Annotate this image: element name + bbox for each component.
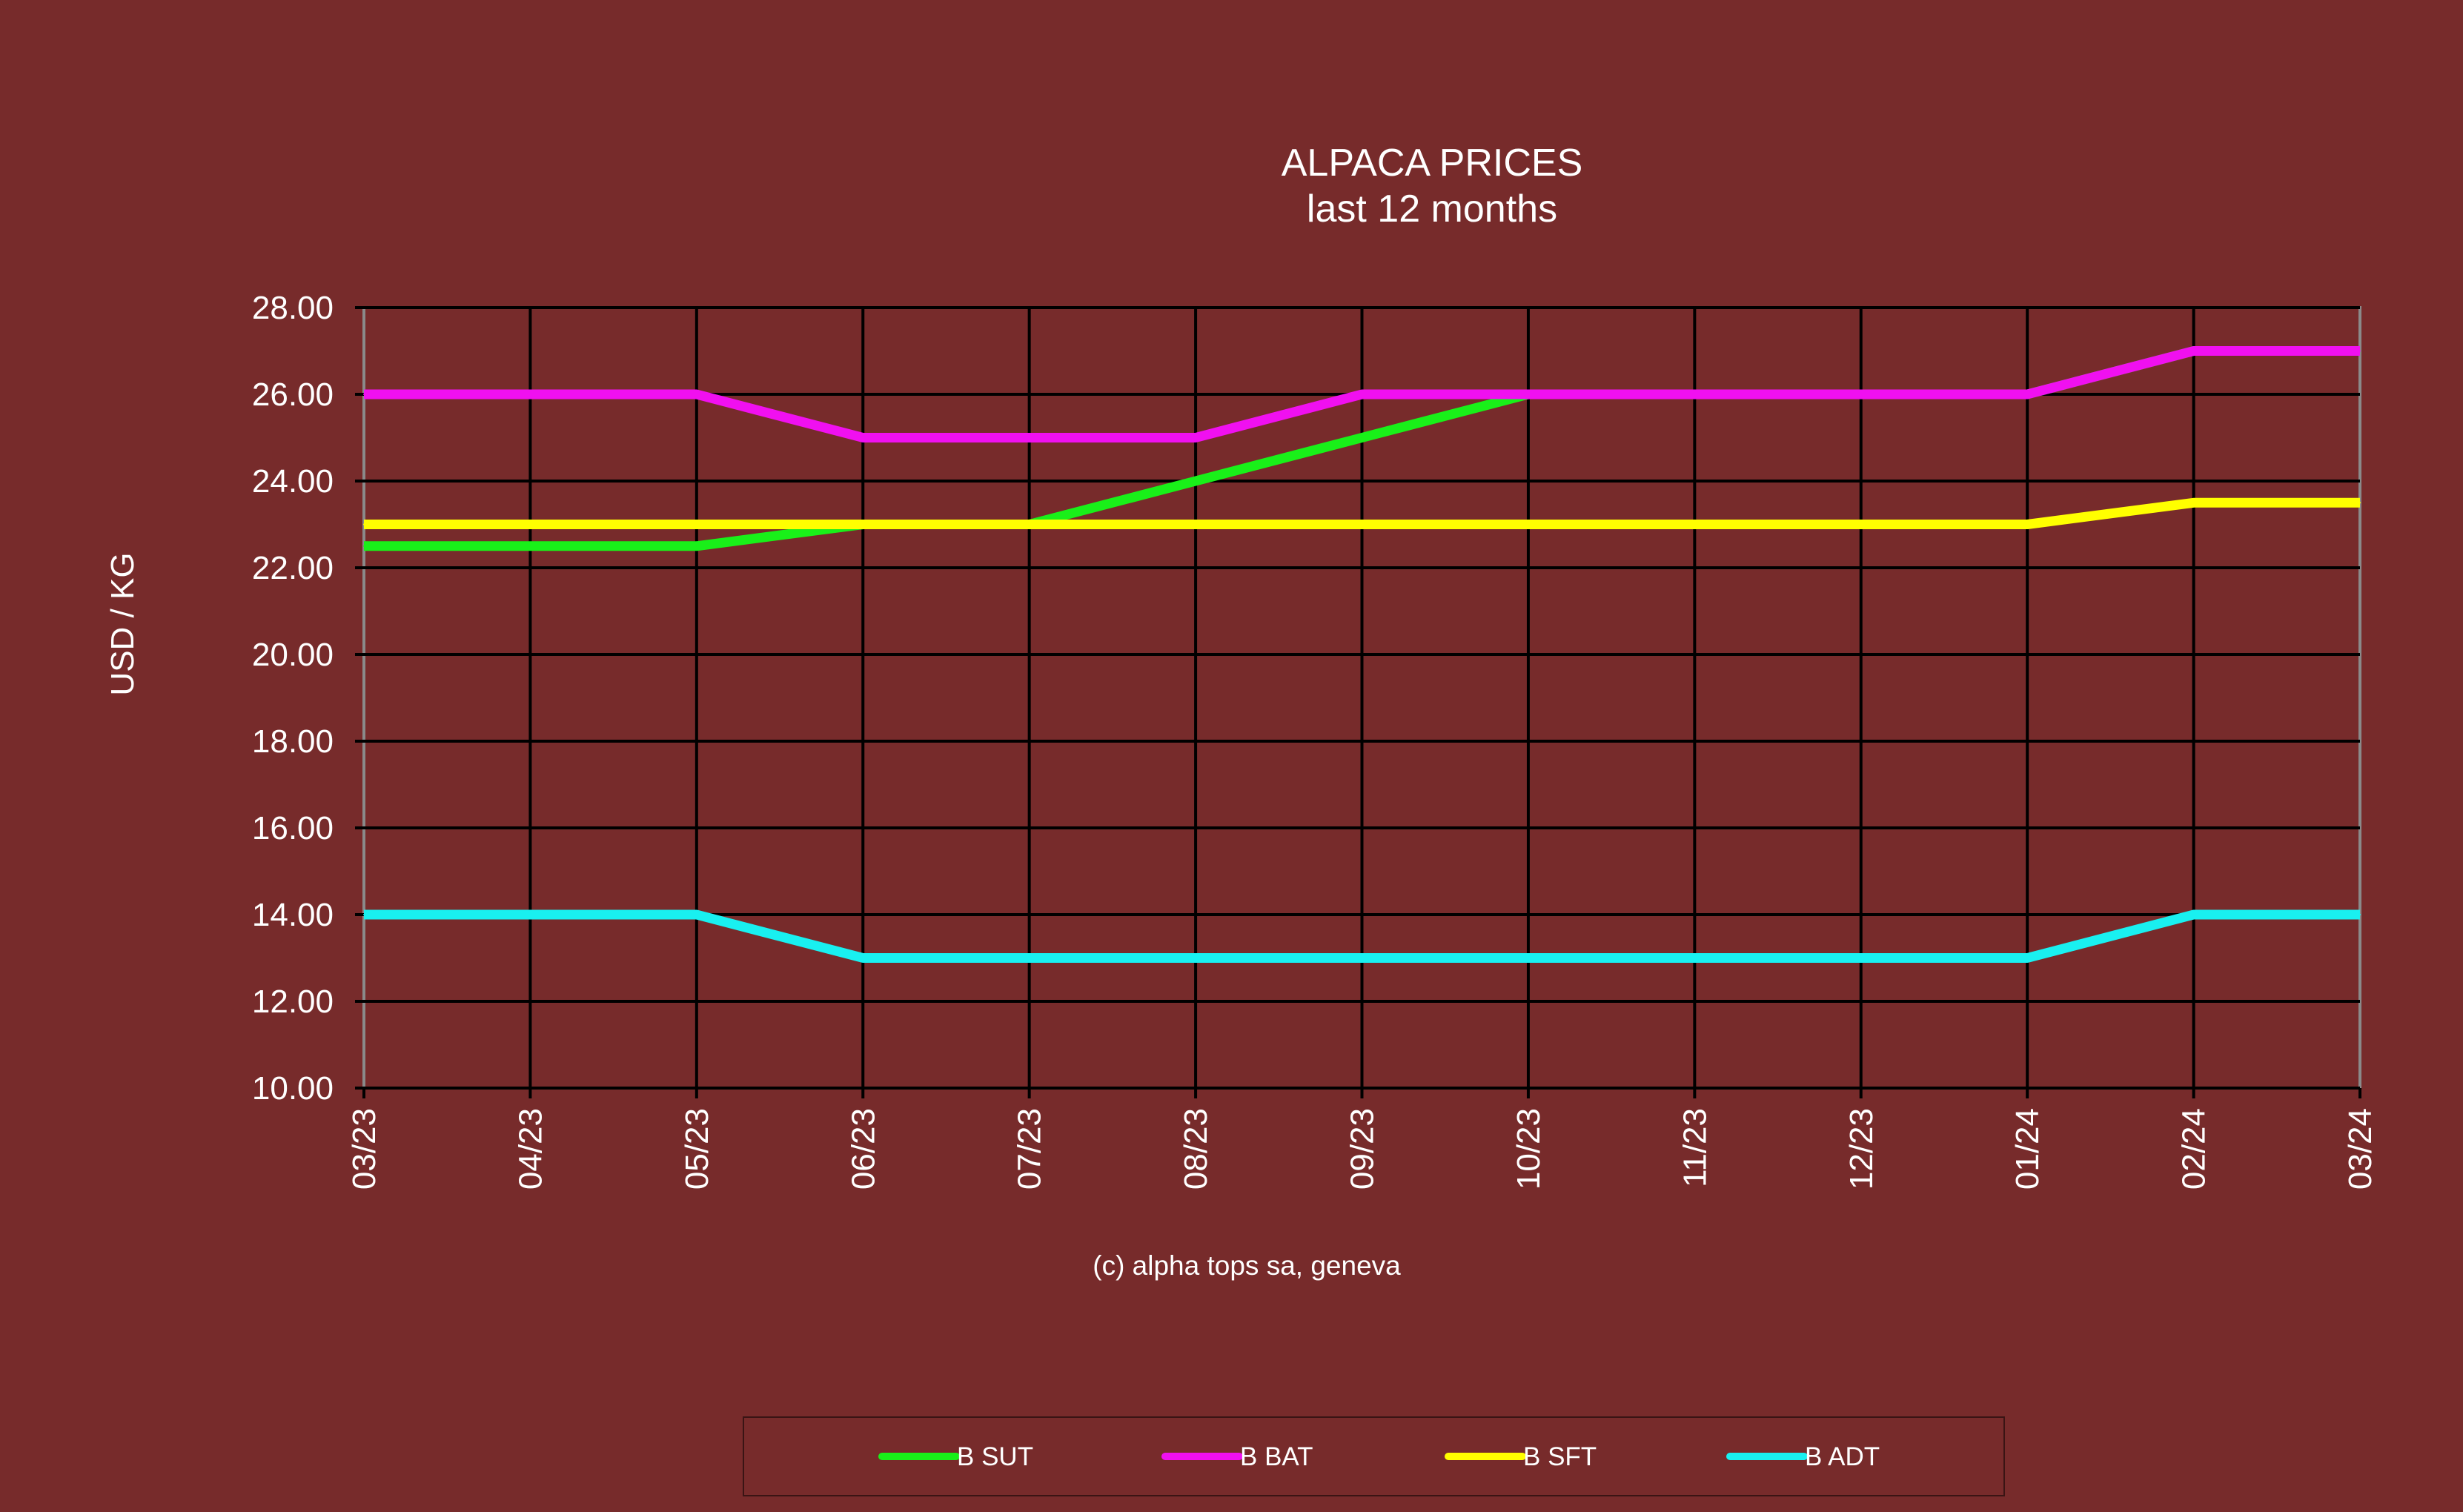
data-point	[1860, 523, 1862, 525]
copyright-footer: (c) alpha tops sa, geneva	[1093, 1250, 1401, 1281]
data-point	[1195, 437, 1197, 439]
y-tick-label: 28.00	[252, 290, 334, 326]
y-axis-ticks: 10.00 12.00 14.00 16.00 18.00 20.00 22.00 24.00…	[252, 290, 364, 1107]
data-point	[2192, 502, 2195, 504]
data-point	[862, 437, 864, 439]
x-tick-label: 07/23	[1012, 1108, 1048, 1190]
data-point	[529, 545, 531, 547]
data-point	[2026, 957, 2029, 959]
data-point	[1028, 523, 1030, 525]
data-point	[2026, 523, 2029, 525]
data-point	[2359, 914, 2361, 915]
x-tick-label: 06/23	[845, 1108, 881, 1190]
x-tick-label: 01/24	[2009, 1108, 2046, 1190]
data-point	[1860, 394, 1862, 395]
data-point	[862, 957, 864, 959]
data-point	[695, 545, 697, 547]
x-tick-label: 02/24	[2176, 1108, 2212, 1190]
data-point	[695, 914, 697, 915]
series-lines	[363, 346, 2361, 963]
data-point	[363, 914, 365, 915]
data-point	[529, 394, 531, 395]
x-tick-label: 09/23	[1345, 1108, 1381, 1190]
y-tick-label: 10.00	[252, 1070, 334, 1107]
data-point	[1694, 957, 1696, 959]
data-point	[363, 523, 365, 525]
x-tick-label: 04/23	[512, 1108, 548, 1190]
data-point	[529, 523, 531, 525]
data-point	[363, 394, 365, 395]
y-axis-title: USD / KG	[105, 552, 141, 695]
x-tick-label: 10/23	[1511, 1108, 1547, 1190]
data-point	[1860, 957, 1862, 959]
legend-label: B ADT	[1805, 1442, 1880, 1471]
x-tick-label: 03/24	[2342, 1108, 2379, 1190]
data-point	[1527, 523, 1529, 525]
legend-label: B BAT	[1240, 1442, 1313, 1471]
y-tick-label: 24.00	[252, 463, 334, 500]
data-point	[1527, 957, 1529, 959]
data-point	[862, 523, 864, 525]
data-point	[1694, 394, 1696, 395]
y-tick-label: 12.00	[252, 984, 334, 1020]
x-tick-label: 05/23	[679, 1108, 715, 1190]
x-axis-ticks: 03/23 04/23 05/23 06/23 07/23 08/23 09/23 10/23…	[346, 1088, 2379, 1190]
y-tick-label: 16.00	[252, 810, 334, 846]
y-tick-label: 18.00	[252, 723, 334, 760]
data-point	[2192, 350, 2195, 352]
x-tick-label: 11/23	[1677, 1108, 1713, 1187]
data-point	[1361, 394, 1363, 395]
data-point	[1694, 523, 1696, 525]
chart-title: ALPACA PRICES	[1282, 142, 1583, 185]
legend-label: B SUT	[957, 1442, 1033, 1471]
data-point	[2359, 502, 2361, 504]
data-point	[1527, 394, 1529, 395]
data-point	[1028, 957, 1030, 959]
data-point	[1361, 437, 1363, 439]
data-point	[1195, 523, 1197, 525]
x-tick-label: 12/23	[1843, 1108, 1880, 1190]
data-point	[363, 545, 365, 547]
data-point	[1361, 523, 1363, 525]
data-point	[529, 914, 531, 915]
chart-subtitle: last 12 months	[1307, 188, 1557, 231]
data-point	[695, 394, 697, 395]
data-point	[1361, 957, 1363, 959]
data-point	[2026, 394, 2029, 395]
x-tick-label: 08/23	[1178, 1108, 1214, 1190]
data-point	[1195, 480, 1197, 482]
y-tick-label: 14.00	[252, 897, 334, 933]
y-tick-label: 20.00	[252, 637, 334, 673]
x-tick-label: 03/23	[346, 1108, 382, 1190]
data-point	[1028, 437, 1030, 439]
legend-label: B SFT	[1523, 1442, 1597, 1471]
data-point	[695, 523, 697, 525]
data-point	[2359, 350, 2361, 352]
legend: B SUT B BAT B SFT B ADT	[878, 1442, 1880, 1471]
data-point	[2192, 914, 2195, 915]
y-tick-label: 22.00	[252, 550, 334, 586]
y-tick-label: 26.00	[252, 377, 334, 413]
data-point	[1195, 957, 1197, 959]
